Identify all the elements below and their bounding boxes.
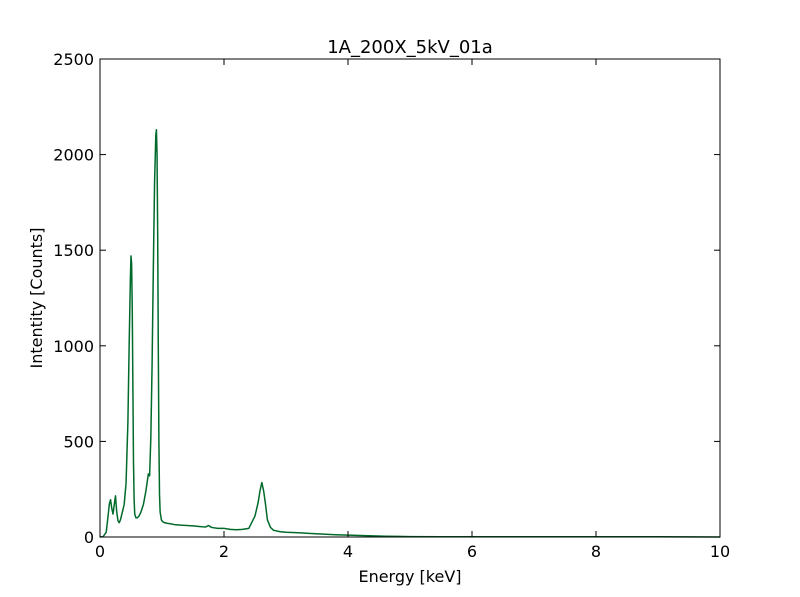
x-tick-label-3: 6 — [467, 542, 477, 561]
axes-frame — [99, 58, 721, 538]
x-tick-label-0: 0 — [95, 542, 105, 561]
y-tick-label-3: 1500 — [53, 241, 94, 260]
y-tick-label-2: 1000 — [53, 337, 94, 356]
y-tick-label-0: 0 — [84, 528, 94, 547]
y-axis-ticks: 0 500 1000 1500 2000 2500 — [53, 50, 720, 547]
x-tick-label-4: 8 — [591, 542, 601, 561]
y-tick-label-5: 2500 — [53, 50, 94, 69]
x-tick-label-5: 10 — [710, 542, 730, 561]
y-tick-label-4: 2000 — [53, 146, 94, 165]
y-axis-label: Intentity [Counts] — [27, 228, 46, 369]
plot-area — [99, 58, 721, 538]
chart-title: 1A_200X_5kV_01a — [327, 37, 493, 58]
x-axis-ticks: 0 2 4 6 8 10 — [95, 59, 730, 561]
series-line — [99, 128, 721, 538]
x-axis-label: Energy [keV] — [358, 567, 461, 586]
x-tick-label-2: 4 — [343, 542, 353, 561]
y-tick-label-1: 500 — [63, 432, 94, 451]
x-tick-label-1: 2 — [219, 542, 229, 561]
